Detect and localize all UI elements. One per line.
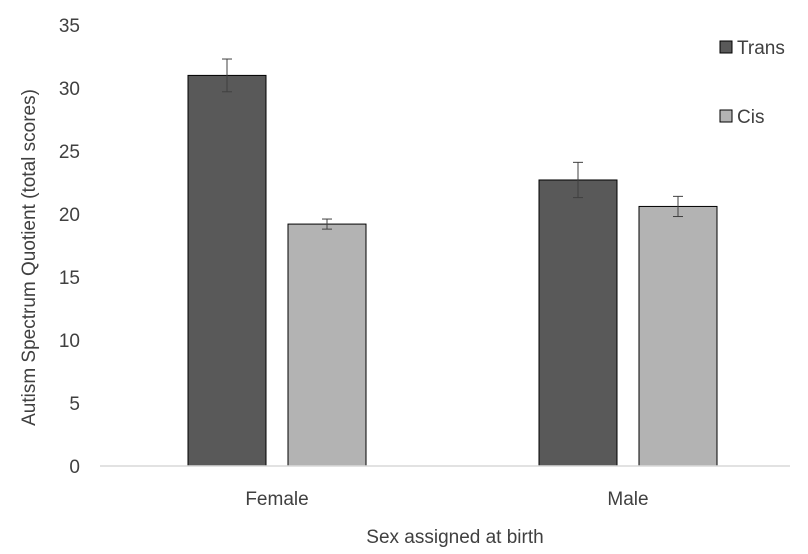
y-tick-label: 15 [59,268,80,289]
legend-label-trans: Trans [737,38,785,59]
y-tick-label: 35 [59,16,80,37]
x-tick-label-male: Male [607,489,648,510]
y-tick-label: 5 [69,394,80,415]
legend-item-cis: Cis [719,107,764,128]
y-tick-label: 0 [69,457,80,478]
legend-swatch-cis [719,109,733,123]
bar-cis-female [287,223,367,467]
y-tick-label: 25 [59,142,80,163]
y-axis-ticks: 0 5 10 15 20 25 30 35 [59,16,80,478]
error-bar-cis-male [673,195,683,218]
y-tick-label: 30 [59,79,80,100]
x-axis-title: Sex assigned at birth [366,527,543,548]
error-bars [222,58,683,230]
error-bar-trans-male [573,161,583,199]
y-tick-label: 10 [59,331,80,352]
legend: Trans Cis [719,38,785,128]
legend-swatch-trans [719,40,733,54]
bar-trans-male [538,179,618,467]
y-tick-label: 20 [59,205,80,226]
x-axis-ticks: Female Male [245,489,648,510]
x-tick-label-female: Female [245,489,308,510]
bars [187,74,718,467]
error-bar-trans-female [222,58,232,93]
legend-item-trans: Trans [719,38,785,59]
bar-trans-female [187,74,267,467]
error-bar-cis-female [322,218,332,230]
bar-cis-male [638,205,718,467]
y-axis-title: Autism Spectrum Quotient (total scores) [19,89,40,426]
legend-label-cis: Cis [737,107,764,128]
